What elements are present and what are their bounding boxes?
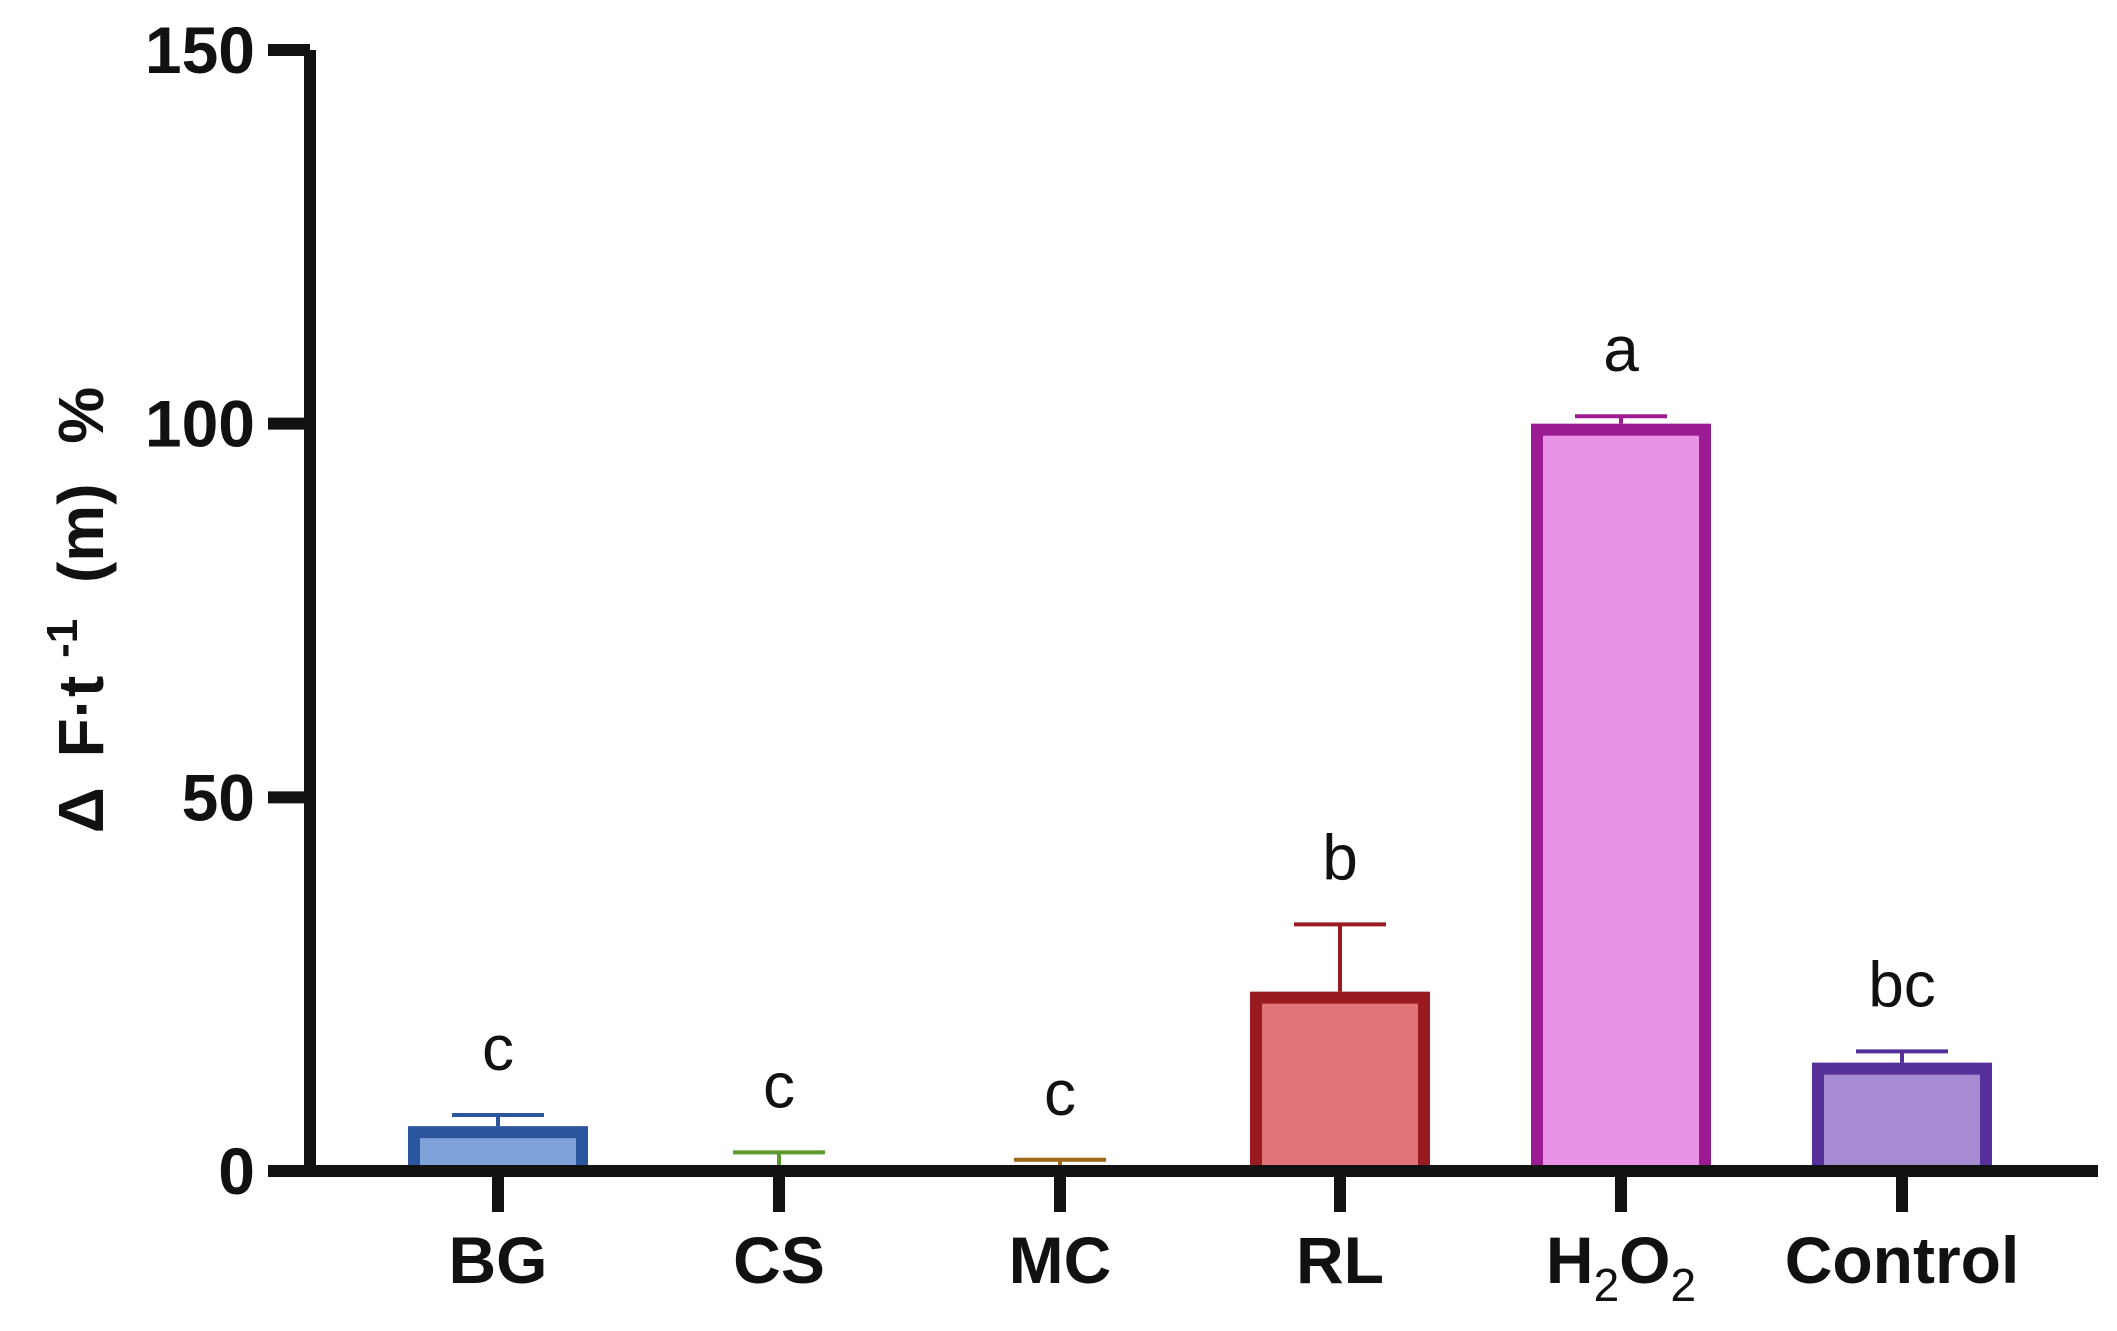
- significance-label: c: [482, 1012, 514, 1084]
- bar: [1531, 423, 1711, 1177]
- y-tick-label: 50: [182, 760, 255, 834]
- axes-layer: [304, 50, 2098, 1177]
- y-tick-label: 150: [145, 13, 255, 87]
- y-axis-title-base: F·t: [45, 676, 117, 758]
- error-bars-layer: [452, 414, 1948, 1171]
- significance-label: c: [1044, 1057, 1076, 1129]
- y-tick-label: 100: [145, 387, 255, 461]
- x-tick-label: CS: [733, 1223, 825, 1297]
- x-tick-label: RL: [1296, 1223, 1384, 1297]
- x-tick-label: BG: [449, 1223, 548, 1297]
- significance-label: b: [1322, 821, 1358, 893]
- significance-label: bc: [1868, 948, 1936, 1020]
- y-tick-label: 0: [218, 1134, 255, 1208]
- x-tick-label: H2O2: [1546, 1223, 1696, 1311]
- y-axis-title-percent: %: [45, 387, 117, 444]
- x-ticks-layer: BG CS MC RL H2O2 Control: [449, 1171, 2020, 1311]
- significance-labels-layer: c c c b a bc: [482, 313, 1936, 1129]
- y-axis-title-sup: -1: [38, 619, 87, 658]
- y-axis-title-unit: (m): [45, 483, 117, 583]
- bars-layer: [408, 423, 1992, 1178]
- y-axis-title: Δ F·t -1 (m) %: [19, 387, 117, 833]
- bar: [1812, 1062, 1992, 1178]
- y-ticks-layer: 0 50 100 150: [145, 13, 310, 1208]
- bar: [1250, 991, 1430, 1178]
- significance-label: c: [763, 1049, 795, 1121]
- y-axis-title-delta: Δ: [45, 787, 117, 833]
- x-tick-label: MC: [1009, 1223, 1112, 1297]
- significance-label: a: [1603, 313, 1639, 385]
- x-tick-label: Control: [1785, 1223, 2020, 1297]
